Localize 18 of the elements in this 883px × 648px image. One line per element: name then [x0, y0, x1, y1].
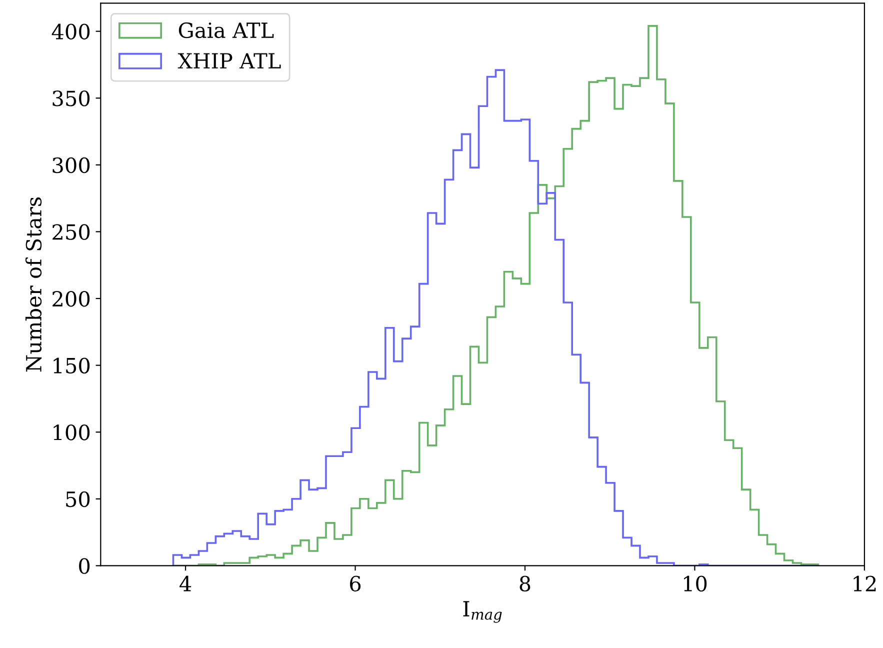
y-tick-label: 300: [52, 157, 90, 174]
x-tick-label: 8: [520, 576, 530, 592]
y-tick-label: 400: [52, 24, 90, 40]
x-tick-label: 6: [350, 576, 361, 592]
y-tick-label: 150: [54, 358, 90, 374]
legend-label: XHIP ATL: [178, 53, 281, 68]
x-tick-label: 4: [180, 576, 192, 592]
y-tick-label: 100: [54, 424, 90, 440]
y-tick-label: 0: [79, 558, 90, 574]
y-tick-label: 50: [66, 491, 90, 508]
y-tick-label: 200: [52, 290, 90, 307]
y-tick-label: 250: [52, 224, 90, 240]
y-axis-title: Number of Stars: [25, 197, 42, 372]
legend-label: Gaia ATL: [178, 22, 274, 38]
y-tick-label: 350: [52, 90, 90, 106]
x-axis-title: I$_{mag}$: [463, 601, 502, 623]
x-tick-label: 12: [854, 576, 876, 592]
x-tick-label: 10: [684, 576, 707, 592]
